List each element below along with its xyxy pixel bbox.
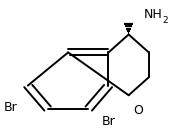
Text: O: O — [133, 104, 143, 117]
Text: 2: 2 — [163, 15, 168, 25]
Text: Br: Br — [4, 101, 17, 114]
Text: Br: Br — [102, 115, 115, 128]
Text: NH: NH — [144, 8, 163, 21]
